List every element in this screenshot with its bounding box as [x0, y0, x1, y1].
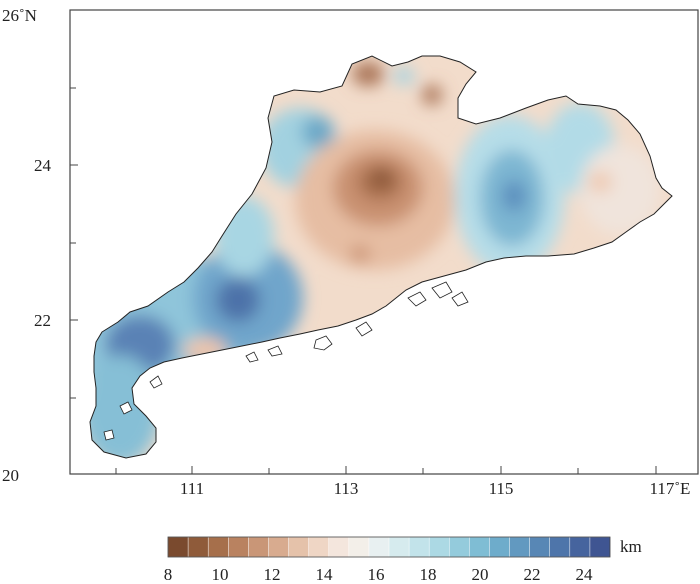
colorbar-tick-label: 22 [524, 565, 541, 584]
x-tick-label: 117˚E [650, 479, 691, 498]
colorbar-swatch [268, 536, 290, 558]
colorbar-swatch [569, 536, 591, 558]
colorbar-tick-label: 12 [264, 565, 281, 584]
x-axis [115, 466, 657, 474]
colorbar-tick-label: 14 [316, 565, 334, 584]
colorbar-swatch [388, 536, 410, 558]
colorbar-swatch [167, 536, 189, 558]
colorbar-unit: km [620, 537, 642, 556]
colorbar-tick-label: 20 [472, 565, 489, 584]
colorbar-swatch [549, 536, 571, 558]
colorbar-swatch [328, 536, 350, 558]
colorbar-swatch [469, 536, 491, 558]
colorbar-swatch [228, 536, 250, 558]
colorbar-swatch [308, 536, 330, 558]
colorbar-swatch [368, 536, 390, 558]
colorbar-labels: 8 10 12 14 16 18 20 22 24 [164, 565, 593, 584]
y-axis [70, 9, 78, 399]
colorbar-swatch [589, 536, 611, 558]
y-tick-label: 20 [2, 466, 19, 485]
colorbar-tick-label: 24 [576, 565, 594, 584]
x-tick-label: 113 [334, 479, 359, 498]
colorbar-tick-label: 8 [164, 565, 173, 584]
map-frame [69, 9, 699, 475]
colorbar-swatch [248, 536, 270, 558]
colorbar-tick-label: 16 [368, 565, 385, 584]
colorbar-swatch [489, 536, 511, 558]
colorbar-swatch [408, 536, 430, 558]
x-tick-label: 111 [180, 479, 204, 498]
y-tick-label: 22 [34, 311, 51, 330]
colorbar [167, 536, 611, 558]
coastal-islands [103, 281, 469, 441]
y-tick-label: 26˚N [2, 6, 37, 25]
y-tick-label: 24 [34, 156, 52, 175]
colorbar-swatch [187, 536, 209, 558]
colorbar-tick-label: 18 [420, 565, 437, 584]
colorbar-swatch [449, 536, 471, 558]
colorbar-frame [167, 536, 611, 558]
colorbar-swatch [207, 536, 229, 558]
colorbar-swatch [348, 536, 370, 558]
coastline [89, 55, 673, 459]
colorbar-swatch [529, 536, 551, 558]
colorbar-swatch [509, 536, 531, 558]
colorbar-tick-label: 10 [212, 565, 229, 584]
province-landmass [90, 56, 672, 458]
x-tick-label: 115 [489, 479, 514, 498]
colorbar-swatch [428, 536, 450, 558]
colorbar-swatch [288, 536, 310, 558]
